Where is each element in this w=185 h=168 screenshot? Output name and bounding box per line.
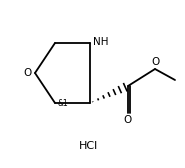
Text: NH: NH [93, 37, 108, 47]
Text: O: O [24, 68, 32, 78]
Text: O: O [124, 115, 132, 125]
Text: O: O [151, 57, 159, 67]
Text: HCl: HCl [78, 141, 98, 151]
Text: &1: &1 [57, 99, 68, 108]
